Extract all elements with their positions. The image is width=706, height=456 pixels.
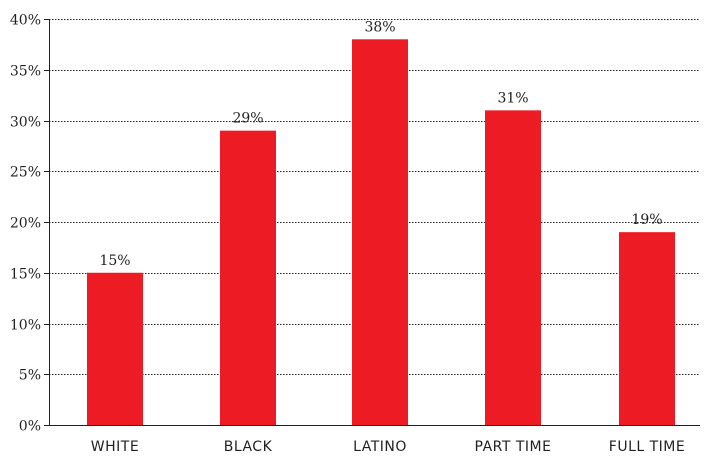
y-tick-label-35: 35% — [10, 64, 41, 80]
bars — [87, 39, 675, 426]
bar-full-time — [619, 232, 675, 425]
x-axis: WHITE BLACK LATINO PART TIME FULL TIME — [49, 425, 700, 455]
data-label-black: 29% — [232, 111, 263, 127]
data-labels: 15% 29% 38% 31% 19% — [99, 19, 662, 268]
y-tick-label-40: 40% — [10, 13, 41, 29]
bar-latino — [352, 39, 408, 426]
data-label-white: 15% — [99, 253, 130, 269]
bar-white — [87, 272, 143, 425]
data-label-latino: 38% — [364, 19, 395, 35]
bar-black — [220, 130, 276, 425]
x-tick-label-white: WHITE — [91, 439, 139, 455]
y-tick-label-20: 20% — [10, 216, 41, 232]
data-label-full-time: 19% — [631, 212, 662, 228]
y-tick-label-0: 0% — [19, 419, 41, 435]
y-tick-label-25: 25% — [10, 165, 41, 181]
x-tick-label-latino: LATINO — [353, 439, 407, 455]
y-tick-label-15: 15% — [10, 267, 41, 283]
y-tick-label-30: 30% — [10, 115, 41, 131]
y-axis: 0% 5% 10% 15% 20% 25% 30% 35% 40% — [10, 13, 50, 435]
y-tick-label-5: 5% — [19, 368, 41, 384]
x-tick-label-black: BLACK — [224, 439, 273, 455]
data-label-part-time: 31% — [497, 90, 528, 106]
bar-part-time — [485, 110, 541, 425]
x-tick-label-full-time: FULL TIME — [609, 439, 685, 455]
y-tick-label-10: 10% — [10, 318, 41, 334]
x-tick-label-part-time: PART TIME — [475, 439, 552, 455]
